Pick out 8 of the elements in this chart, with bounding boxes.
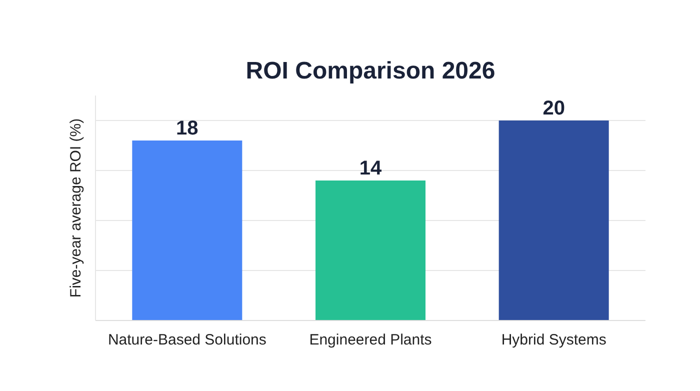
x-tick-label: Nature-Based Solutions: [108, 332, 266, 348]
x-tick-label: Hybrid Systems: [501, 332, 606, 348]
x-tick-label: Engineered Plants: [309, 332, 432, 348]
y-axis-title: Five-year average ROI (%): [68, 118, 84, 298]
data-label: 14: [359, 158, 382, 180]
chart-title: ROI Comparison 2026: [246, 58, 496, 84]
data-label: 18: [176, 118, 198, 140]
data-label: 20: [542, 98, 565, 120]
